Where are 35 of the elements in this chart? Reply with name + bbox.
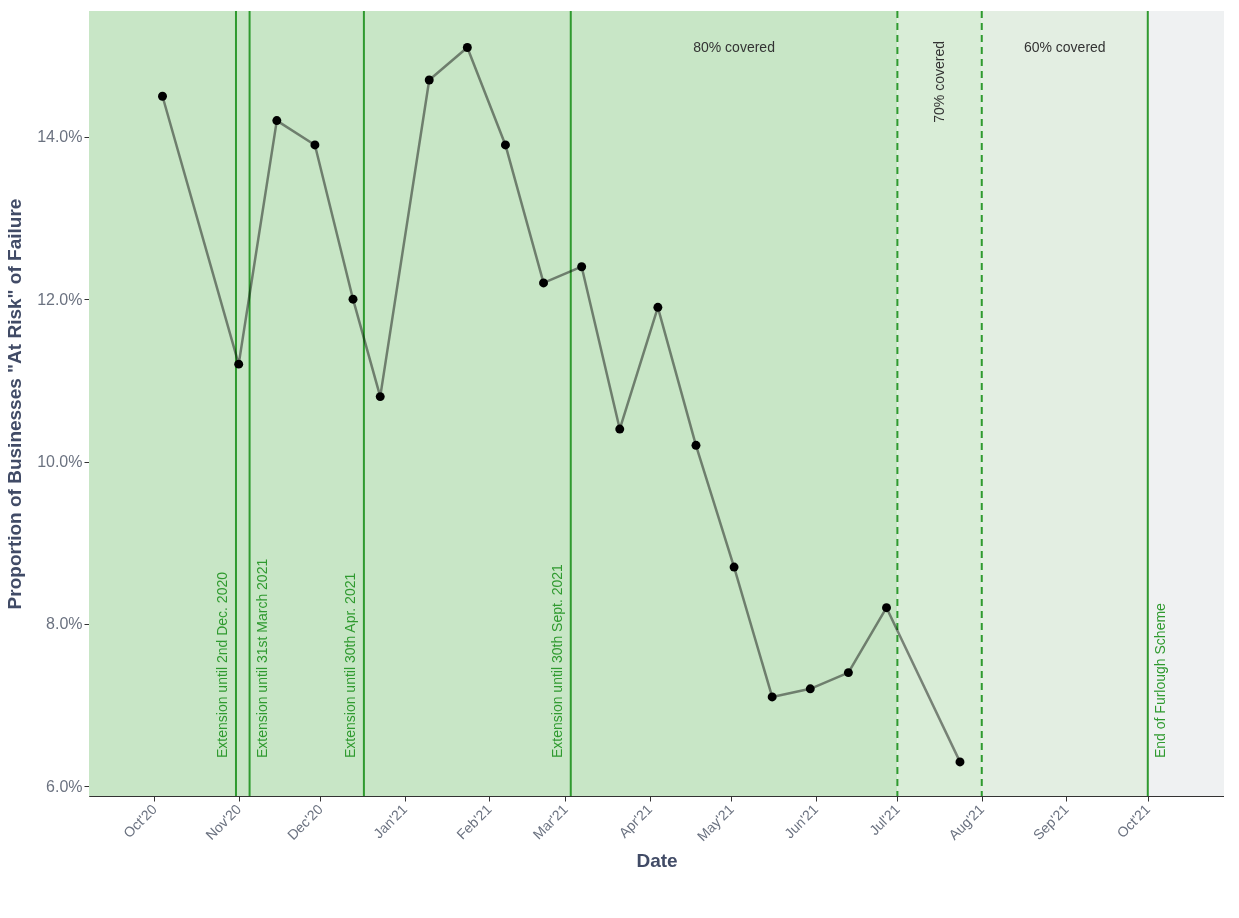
ref-line-label: Extension until 2nd Dec. 2020 (213, 571, 230, 758)
band-label: 60% covered (1023, 39, 1106, 55)
y-tick-label: 6.0% (46, 777, 83, 795)
point (805, 684, 815, 694)
point (158, 91, 167, 101)
y-tick-label: 12.0% (37, 290, 83, 308)
band-label: 70% covered (930, 41, 947, 123)
band-label: 80% covered (693, 39, 775, 55)
point (653, 302, 663, 312)
point (375, 392, 385, 402)
point (843, 668, 853, 678)
point (462, 43, 472, 52)
ref-line-label: Extension until 30th Sept. 2021 (548, 563, 565, 758)
point (767, 692, 777, 702)
point (424, 75, 434, 85)
y-tick-label: 8.0% (46, 615, 83, 633)
point (882, 603, 891, 613)
y-tick-label: 10.0% (37, 453, 83, 471)
ref-line-label: Extension until 30th Apr. 2021 (341, 572, 358, 758)
x-axis-title: Date (636, 850, 678, 872)
point (500, 140, 510, 150)
point (691, 440, 701, 450)
point (272, 116, 282, 126)
y-axis-title: Proportion of Businesses "At Risk" of Failure (4, 198, 26, 610)
ref-line-label: End of Furlough Scheme (1151, 602, 1168, 758)
point (348, 294, 358, 304)
point (615, 424, 625, 434)
point (234, 359, 244, 369)
point (539, 278, 549, 288)
point (577, 262, 587, 272)
point (310, 140, 320, 150)
ref-line-label: Extension until 31st March 2021 (253, 558, 270, 758)
y-tick-label: 14.0% (37, 128, 83, 146)
point (729, 562, 739, 572)
point (955, 757, 965, 767)
